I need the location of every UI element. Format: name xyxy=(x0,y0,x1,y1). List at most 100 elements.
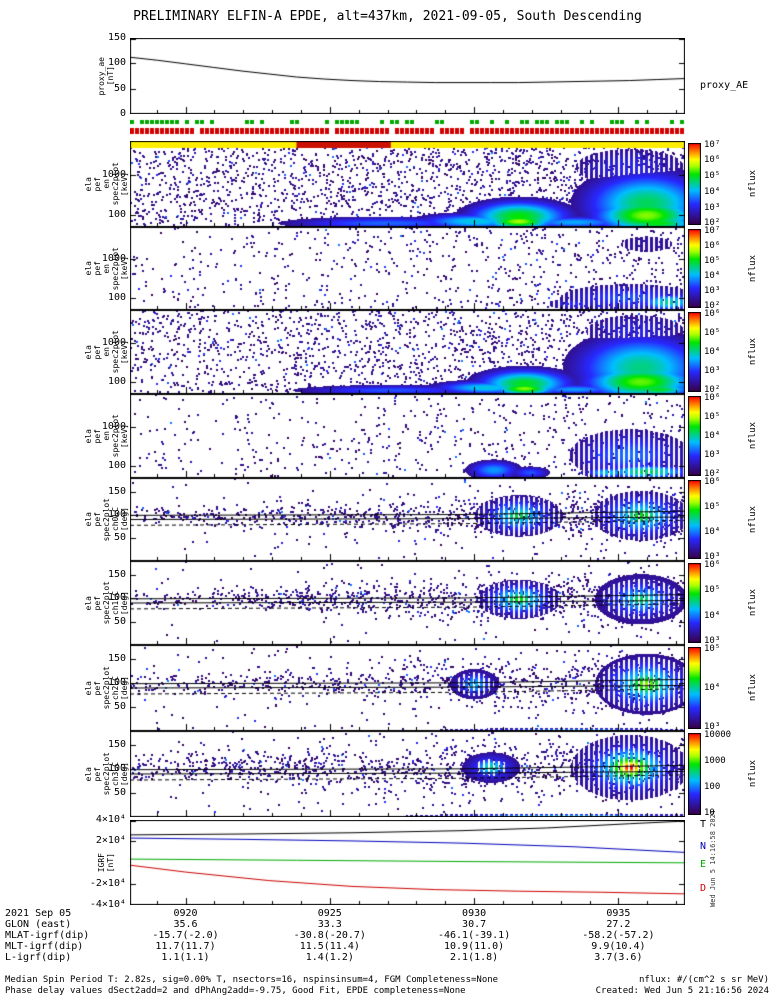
colorbar-tick-label: 10⁶ xyxy=(704,392,721,403)
colorbar-tick-label: 10³ xyxy=(704,450,721,461)
creation-timestamp-vertical-wrap: Wed Jun 5 14:16:58 2024 xyxy=(709,809,717,907)
colorbar-tick-label: 10² xyxy=(704,218,721,229)
axis-label-word: spec2plot xyxy=(110,330,120,374)
ephemeris-value: 1.1(1.1) xyxy=(161,952,210,963)
ephemeris-value: 2.1(1.8) xyxy=(450,952,499,963)
figure-title: PRELIMINARY ELFIN-A EPDE, alt=437km, 202… xyxy=(133,9,642,24)
y-axis-tick-label: 50 xyxy=(113,615,126,627)
nflux-unit-label: nflux xyxy=(748,505,758,534)
igrf-series-label-T: T xyxy=(700,819,707,831)
axis-label-word: spec2plot xyxy=(101,497,111,542)
proxy-ae-right-label: proxy_AE xyxy=(700,80,749,91)
y-axis-tick-label: 150 xyxy=(107,653,126,665)
ephemeris-value: 27.2 xyxy=(606,919,631,930)
axis-label-word: proxy_ae xyxy=(97,56,106,96)
axis-label-word: ela xyxy=(83,512,93,527)
nflux-unit-label: nflux xyxy=(748,674,758,702)
colorbar-tick-label: 10⁶ xyxy=(704,476,721,487)
colorbar-tick-label: 10⁵ xyxy=(704,255,721,266)
y-axis-tick-label: 50 xyxy=(113,531,126,543)
colorbar-unit-wrap: nflux xyxy=(748,227,758,310)
axis-label-word: spec2plot xyxy=(110,246,120,291)
colorbar-tick-label: 10² xyxy=(704,301,721,312)
y-axis-tick-label: 50 xyxy=(113,701,126,713)
y-axis-tick-label: 100 xyxy=(107,460,126,472)
y-axis-tick-label: 1000 xyxy=(101,253,126,265)
axis-label-word: pef xyxy=(92,261,102,276)
panel-y-axis-label: ela pef spec2plot ch3LC [deg] xyxy=(84,731,129,817)
colorbar-tick-label: 10⁷ xyxy=(704,225,721,236)
axis-label-word: [keV] xyxy=(119,256,129,281)
ephemeris-value: 0920 xyxy=(173,908,198,919)
y-axis-tick-label: 100 xyxy=(107,763,126,775)
footer-nflux-units: nflux: #/(cm^2 s sr MeV) xyxy=(638,975,769,985)
axis-label-word: pef xyxy=(92,766,102,782)
y-axis-tick-label: 150 xyxy=(107,485,126,497)
colorbar-unit-wrap: nflux xyxy=(748,310,758,394)
y-axis-tick-label: 100 xyxy=(107,292,126,304)
panel-y-axis-label: ela pef en spec2plot [keV] xyxy=(84,310,129,394)
ephemeris-row-label: L-igrf(dip) xyxy=(5,952,72,963)
ephemeris-value: 33.3 xyxy=(317,919,342,930)
igrf-tick-label: -2×10⁴ xyxy=(89,877,126,889)
colorbar-tick-label: 10² xyxy=(704,469,721,480)
spectrogram-canvas-en_spec2plot_2 xyxy=(130,310,685,394)
colorbar-canvas xyxy=(688,563,701,643)
panel-y-axis-label: ela pef spec2plot ch0LC [deg] xyxy=(83,478,129,561)
ephemeris-value: -58.2(-57.2) xyxy=(582,930,655,941)
panel-y-axis-label: ela pef spec2plot ch2LC [deg] xyxy=(84,645,129,731)
spectrogram-canvas-en_spec2plot_0 xyxy=(130,141,685,227)
colorbar-tick-label: 10⁵ xyxy=(704,411,721,422)
colorbar-tick-label: 10⁴ xyxy=(704,271,721,282)
y-axis-tick-label: 50 xyxy=(113,787,126,799)
y-axis-tick-label: 150 xyxy=(107,569,126,581)
colorbar-tick-label: 10⁴ xyxy=(704,186,721,197)
ephemeris-value: 9.9(10.4) xyxy=(591,941,646,952)
colorbar-tick-label: 10³ xyxy=(704,202,721,213)
colorbar-unit-wrap: nflux xyxy=(748,478,758,561)
igrf-tick-label: 4×10⁴ xyxy=(95,814,126,825)
nflux-unit-label: nflux xyxy=(748,760,758,788)
quality-flags-canvas xyxy=(130,118,685,138)
axis-label-word: pef xyxy=(92,680,102,696)
footer-phase-info: Phase delay values dSect2add=2 and dPhAn… xyxy=(5,986,466,996)
ephemeris-value: 30.7 xyxy=(462,919,487,930)
axis-label-word: spec2plot xyxy=(101,752,111,796)
axis-label-word: ch3LC xyxy=(110,761,120,787)
ephemeris-value: 0925 xyxy=(317,908,342,919)
igrf-tick-label: 2×10⁴ xyxy=(95,835,126,847)
ephemeris-value: 35.6 xyxy=(173,919,198,930)
colorbar-tick-label: 10³ xyxy=(704,366,721,377)
panel-y-axis-label: ela pef en spec2plot [keV] xyxy=(83,141,129,227)
colorbar-canvas xyxy=(688,733,701,815)
ephemeris-value: 0930 xyxy=(462,908,487,919)
axis-label-word: pef xyxy=(92,512,102,527)
colorbar-canvas xyxy=(688,396,701,476)
panel-y-axis-label: ela pef en spec2plot [keV] xyxy=(84,227,129,310)
ephemeris-row-label: 2021 Sep 05 xyxy=(5,908,72,919)
y-axis-tick-label: 100 xyxy=(107,592,126,604)
igrf-series-label-N: N xyxy=(700,840,707,852)
igrf-y-axis-label: IGRF [nT] xyxy=(84,820,128,905)
proxy-ae-canvas xyxy=(130,38,685,114)
panel-y-axis-label: ela pef en spec2plot [keV] xyxy=(84,394,129,478)
colorbar-canvas xyxy=(688,480,701,559)
colorbar-tick-label: 10⁶ xyxy=(704,155,721,166)
ephemeris-value: 10.9(11.0) xyxy=(443,941,505,952)
ephemeris-value: 11.7(11.7) xyxy=(155,941,216,952)
axis-label-word: [deg] xyxy=(119,507,129,532)
colorbar-tick-label: 10³ xyxy=(704,722,721,733)
colorbar-tick-label: 10⁵ xyxy=(704,501,721,512)
axis-label-word: [keV] xyxy=(119,339,129,365)
creation-timestamp-vertical: Wed Jun 5 14:16:58 2024 xyxy=(709,809,717,907)
y-axis-tick-label: 1000 xyxy=(101,420,126,432)
ephemeris-row-label: GLON (east) xyxy=(5,919,72,930)
axis-label-word: pef xyxy=(92,176,102,192)
axis-label-word: ela xyxy=(83,176,93,192)
axis-label-word: en xyxy=(101,179,111,189)
colorbar-tick-label: 10⁴ xyxy=(704,431,721,441)
axis-label-word: [nT] xyxy=(106,852,115,873)
colorbar-tick-label: 10⁷ xyxy=(704,139,721,150)
spectrogram-canvas-pa_spec2plot_ch0LC xyxy=(130,478,685,561)
axis-label-word: [deg] xyxy=(119,590,129,616)
